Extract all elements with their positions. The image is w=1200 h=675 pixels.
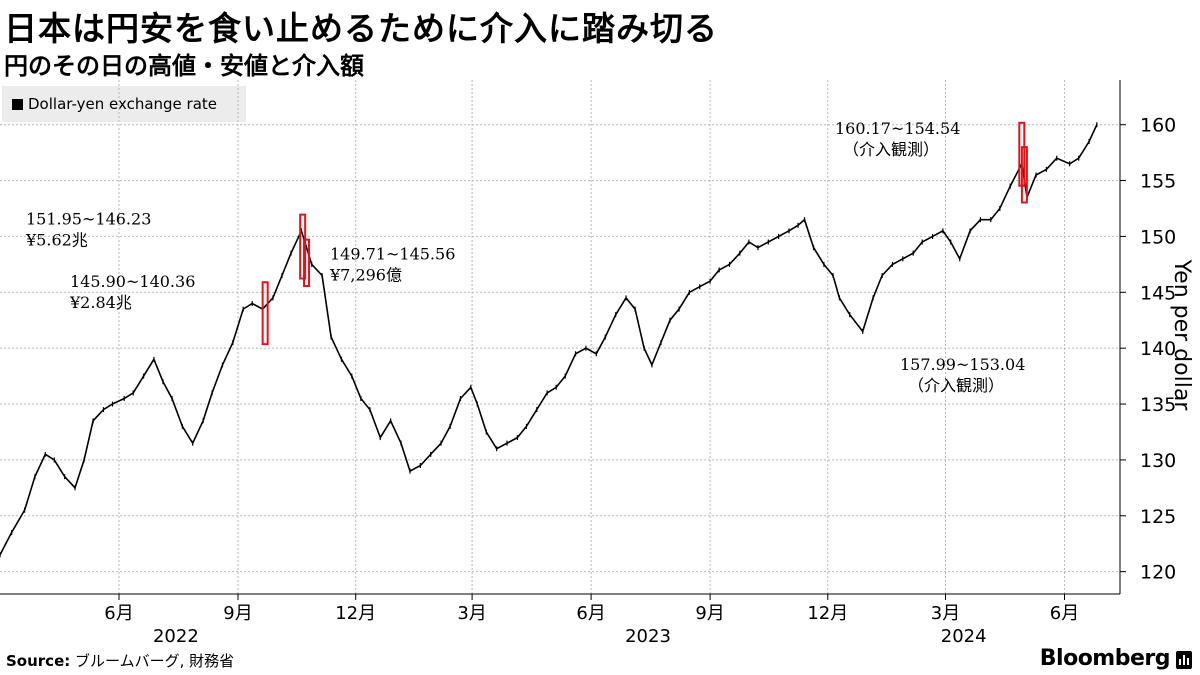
axes: 120 125 130 135 140 145 150 155 160 6月 9月 12月 3月 6月 9月… xyxy=(0,80,1194,647)
y-tick-label: 130 xyxy=(1140,450,1176,472)
x-year-label: 2022 xyxy=(153,626,199,647)
source-label: Source: xyxy=(6,652,71,670)
chart-title: 日本は円安を食い止めるために介入に踏み切る xyxy=(4,9,718,48)
intervention-amount-label: （介入観測） xyxy=(843,140,939,159)
y-tick-label: 160 xyxy=(1140,115,1176,137)
x-tick-label: 6月 xyxy=(104,603,133,624)
x-tick-label: 12月 xyxy=(807,603,848,624)
y-tick-label: 125 xyxy=(1140,506,1176,528)
intervention-range-label: 151.95~146.23 xyxy=(26,210,151,229)
y-tick-label: 140 xyxy=(1140,338,1176,360)
y-tick-label: 155 xyxy=(1140,171,1176,193)
series-path xyxy=(0,124,1098,556)
legend-label: Dollar-yen exchange rate xyxy=(28,95,218,113)
x-tick-label: 9月 xyxy=(695,603,724,624)
intervention-range-label: 157.99~153.04 xyxy=(900,355,1025,374)
intervention-range-label: 160.17~154.54 xyxy=(835,119,960,138)
source-note: Source: ブルームバーグ, 財務省 xyxy=(6,650,234,671)
intervention-bars xyxy=(261,121,1028,346)
x-tick-label: 9月 xyxy=(223,603,252,624)
intervention-bar xyxy=(1020,146,1028,204)
x-tick-label: 3月 xyxy=(457,603,486,624)
y-tick-label: 150 xyxy=(1140,226,1176,248)
grid xyxy=(0,80,1120,594)
y-tick-label: 120 xyxy=(1140,562,1176,584)
annotations: 145.90~140.36 ¥2.84兆 151.95~146.23 ¥5.62兆 14… xyxy=(25,119,1025,395)
y-axis-title: Yen per dollar xyxy=(1169,259,1194,412)
x-year-label: 2024 xyxy=(941,626,987,647)
legend-swatch xyxy=(12,98,23,110)
intervention-bar xyxy=(303,238,311,288)
intervention-bar xyxy=(261,281,269,346)
x-tick-label: 6月 xyxy=(1050,603,1079,624)
x-tick-label: 12月 xyxy=(335,603,376,624)
intervention-amount-label: （介入観測） xyxy=(908,376,1004,395)
y-tick-label: 135 xyxy=(1140,394,1176,416)
intervention-amount-label: ¥5.62兆 xyxy=(25,231,88,250)
intervention-range-label: 145.90~140.36 xyxy=(70,272,195,291)
x-tick-label: 3月 xyxy=(931,603,960,624)
intervention-range-label: 149.71~145.56 xyxy=(330,245,455,264)
brand-logo: Bloomberg xyxy=(1039,646,1171,671)
source-text: ブルームバーグ, 財務省 xyxy=(70,652,235,670)
x-year-label: 2023 xyxy=(625,626,671,647)
chart-subtitle: 円のその日の高値・安値と介入額 xyxy=(4,52,364,80)
bloomberg-icon xyxy=(1176,651,1192,669)
y-tick-label: 145 xyxy=(1140,282,1176,304)
intervention-amount-label: ¥7,296億 xyxy=(329,266,402,285)
x-tick-label: 6月 xyxy=(576,603,605,624)
intervention-bar xyxy=(299,213,307,280)
series-line xyxy=(0,122,1098,558)
legend: Dollar-yen exchange rate xyxy=(2,86,246,122)
intervention-amount-label: ¥2.84兆 xyxy=(69,293,132,312)
